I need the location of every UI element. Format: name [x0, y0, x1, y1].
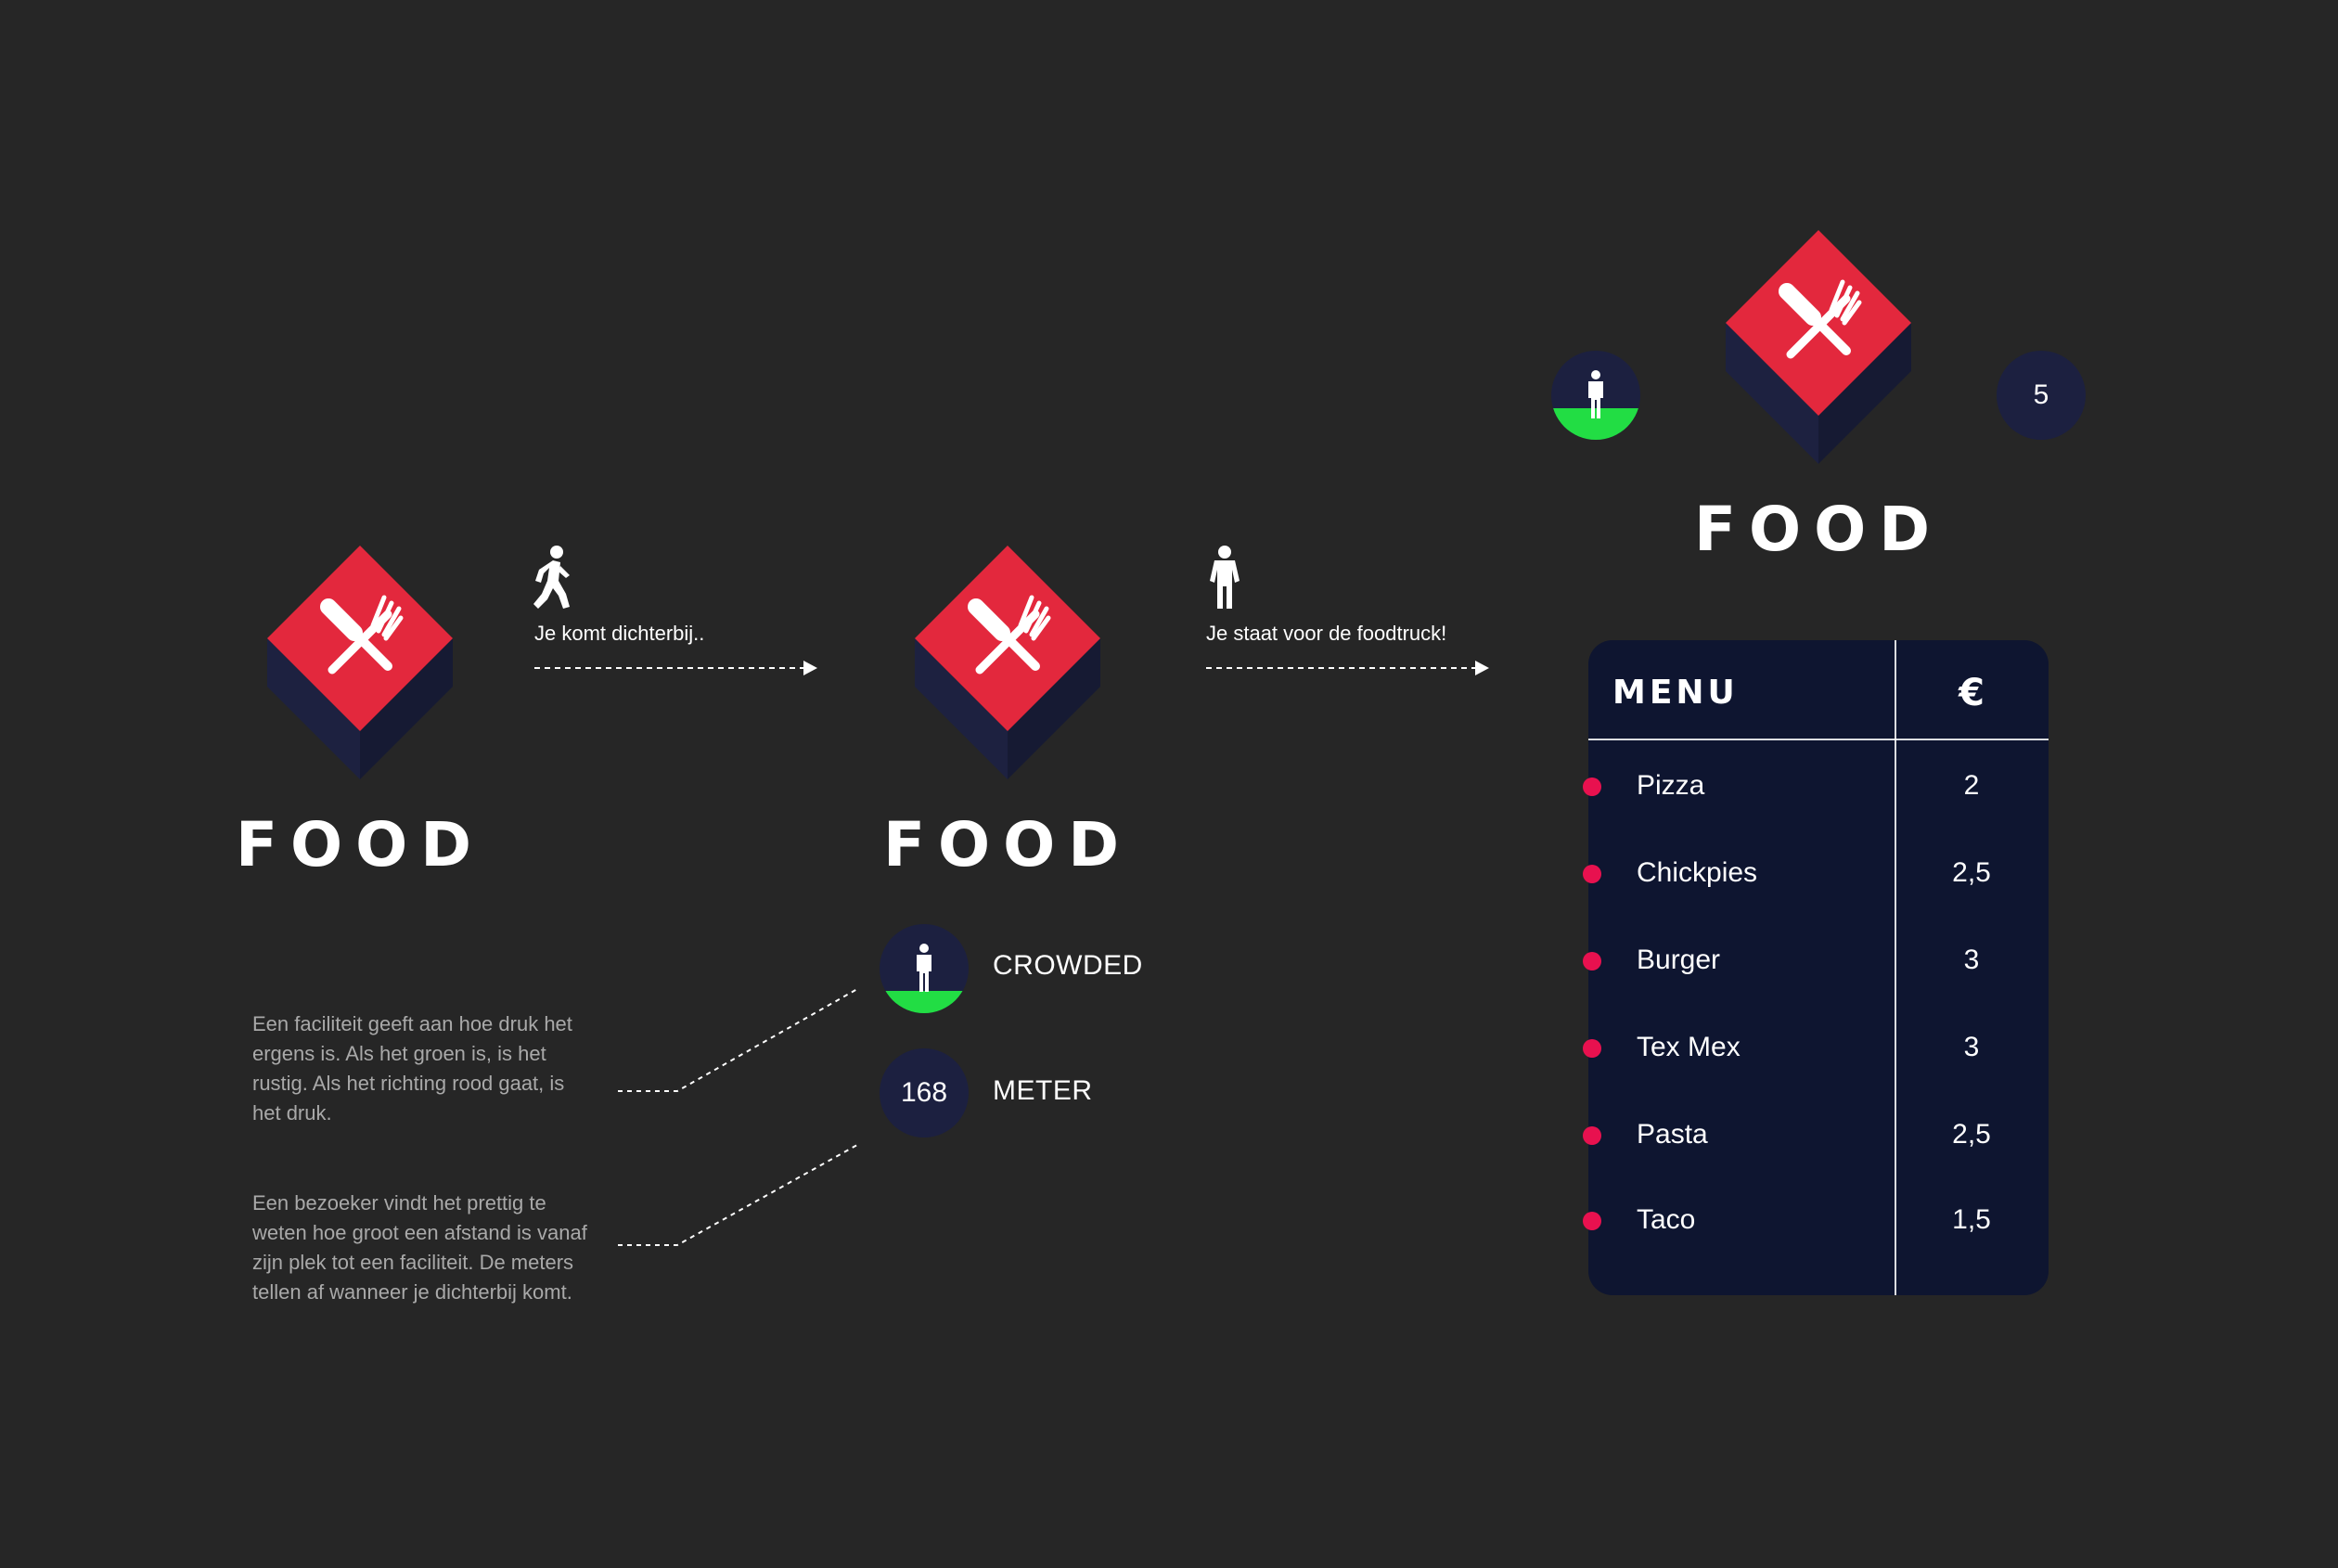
food-label-stage-1: FOOD: [235, 809, 485, 880]
step-caption-arrived: Je staat voor de foodtruck!: [1206, 622, 1447, 645]
menu-bullet: [1583, 1039, 1601, 1058]
crowd-leader-line: [618, 988, 858, 1092]
food-label-stage-3: FOOD: [1693, 494, 1944, 565]
menu-panel: MENU € Pizza 2 Chickpies 2,5 Burger 3 Te…: [1583, 640, 2049, 1295]
distance-value: 5: [2033, 379, 2049, 410]
knife-and-fork-icon: [267, 546, 453, 779]
menu-header-divider: [1588, 739, 2049, 740]
menu-item-name: Pizza: [1637, 770, 1705, 801]
knife-and-fork-icon: [1726, 230, 1911, 464]
crowd-level-fill: [880, 991, 969, 1013]
menu-currency-header: €: [1959, 672, 1985, 714]
standing-person-icon: [1208, 546, 1241, 615]
menu-item-price: 1,5: [1952, 1204, 1991, 1235]
crowd-indicator-stage-3: [1551, 351, 1640, 440]
menu-item-price: 2,5: [1952, 857, 1991, 888]
menu-bullet: [1583, 865, 1601, 883]
dashed-arrow-2: [1206, 659, 1489, 677]
food-label-stage-2: FOOD: [882, 809, 1133, 880]
menu-title: MENU: [1612, 674, 1739, 712]
menu-item-name: Taco: [1637, 1204, 1696, 1235]
menu-item-name: Tex Mex: [1637, 1032, 1741, 1062]
distance-indicator: 168: [880, 1048, 969, 1137]
menu-bullet: [1583, 1126, 1601, 1145]
distance-label: METER: [993, 1075, 1093, 1106]
crowd-level-fill: [1551, 408, 1640, 440]
menu-row: Pizza 2: [1583, 765, 2049, 811]
menu-row: Burger 3: [1583, 939, 2049, 985]
crowd-description: Een faciliteit geeft aan hoe druk het er…: [252, 1012, 572, 1125]
knife-and-fork-icon: [915, 546, 1100, 779]
menu-row: Pasta 2,5: [1583, 1113, 2049, 1160]
menu-bullet: [1583, 778, 1601, 796]
menu-item-price: 2,5: [1952, 1119, 1991, 1150]
distance-indicator-stage-3: 5: [1997, 351, 2086, 440]
menu-row: Taco 1,5: [1583, 1199, 2049, 1245]
menu-bullet: [1583, 1212, 1601, 1230]
menu-column-divider: [1895, 640, 1896, 1295]
person-icon: [1588, 370, 1603, 418]
menu-item-name: Pasta: [1637, 1119, 1708, 1150]
dashed-arrow-1: [534, 659, 817, 677]
distance-leader-line: [618, 1144, 858, 1246]
menu-item-price: 3: [1963, 945, 1980, 975]
menu-item-name: Burger: [1637, 945, 1721, 975]
walking-person-icon: [533, 546, 575, 615]
crowd-label: CROWDED: [993, 950, 1143, 981]
food-sign-stage-1: [267, 546, 453, 779]
menu-bullet: [1583, 952, 1601, 970]
menu-row: Tex Mex 3: [1583, 1026, 2049, 1073]
crowd-indicator: [880, 924, 969, 1013]
distance-description: Een bezoeker vindt het prettig te weten …: [252, 1191, 587, 1304]
menu-item-price: 3: [1963, 1032, 1980, 1062]
menu-row: Chickpies 2,5: [1583, 852, 2049, 898]
food-sign-stage-3: [1726, 230, 1911, 464]
food-sign-stage-2: [915, 546, 1100, 779]
menu-item-price: 2: [1963, 770, 1980, 801]
menu-item-name: Chickpies: [1637, 857, 1758, 888]
person-icon: [917, 944, 931, 992]
distance-value: 168: [900, 1077, 948, 1108]
step-caption-approaching: Je komt dichterbij..: [534, 622, 705, 645]
